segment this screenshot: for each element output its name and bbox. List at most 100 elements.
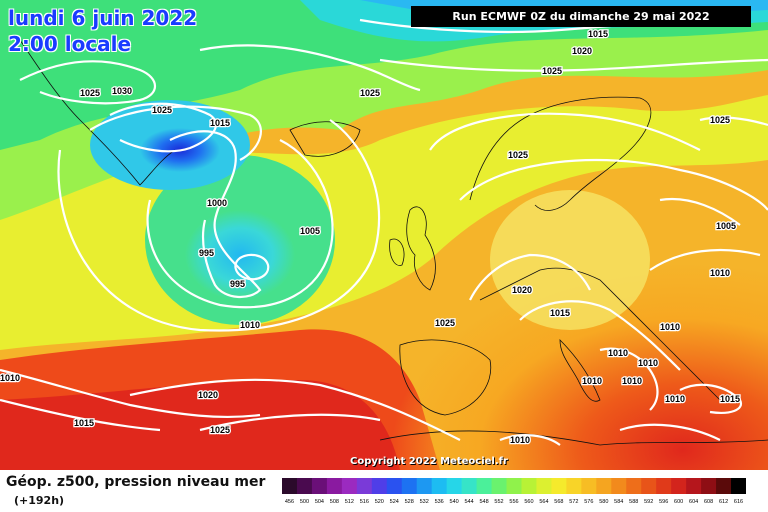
isobar bbox=[519, 300, 681, 371]
scale-swatch bbox=[536, 478, 552, 494]
legend-title: Géop. z500, pression niveau mer bbox=[6, 474, 266, 490]
scale-tick-label: 536 bbox=[435, 499, 444, 505]
isobar-label: 1010 bbox=[710, 268, 730, 278]
scale-tick-label: 564 bbox=[539, 499, 548, 505]
isobar bbox=[649, 248, 761, 271]
isobar bbox=[679, 383, 743, 414]
scale-tick-label: 524 bbox=[390, 499, 399, 505]
scale-tick-label: 588 bbox=[629, 499, 638, 505]
scale-tick-label: 552 bbox=[494, 499, 503, 505]
scale-swatch bbox=[401, 478, 418, 494]
scale-tick-label: 616 bbox=[734, 499, 743, 505]
scale-swatch bbox=[356, 478, 373, 494]
isobar bbox=[699, 116, 768, 127]
forecast-time: 2:00 locale bbox=[8, 32, 132, 56]
coast-ireland bbox=[389, 238, 405, 266]
isobar bbox=[199, 44, 421, 92]
scale-swatch bbox=[282, 478, 298, 494]
isobar-label: 1025 bbox=[210, 425, 230, 435]
copyright-notice: Copyright 2022 Meteociel.fr bbox=[350, 456, 508, 467]
coast-iberia bbox=[399, 339, 492, 416]
scale-swatch bbox=[386, 478, 403, 494]
scale-swatch bbox=[476, 478, 493, 494]
isobar-label: 995 bbox=[230, 279, 245, 289]
scale-swatch bbox=[521, 478, 537, 494]
isobar-label: 1010 bbox=[665, 394, 685, 404]
scale-swatch bbox=[371, 478, 388, 494]
isobar-label: 1020 bbox=[512, 285, 532, 295]
isobar-label: 1000 bbox=[207, 198, 227, 208]
isobar-label: 1020 bbox=[198, 390, 218, 400]
isobar bbox=[146, 139, 334, 309]
scale-swatch bbox=[611, 478, 627, 494]
isobar-label: 1010 bbox=[240, 320, 260, 330]
scale-swatch bbox=[641, 478, 657, 494]
isobar bbox=[234, 253, 270, 281]
coast-italy bbox=[559, 339, 601, 402]
isobar bbox=[19, 60, 157, 105]
isobar-label: 1015 bbox=[588, 29, 608, 39]
isobar-label: 1010 bbox=[660, 322, 680, 332]
scale-tick-label: 520 bbox=[375, 499, 384, 505]
isobar-label: 1005 bbox=[300, 226, 320, 236]
scale-swatch bbox=[296, 478, 313, 494]
coast-greenland bbox=[19, 39, 176, 186]
field-europe-high bbox=[490, 190, 650, 330]
isobar bbox=[429, 112, 701, 151]
scale-swatch bbox=[311, 478, 328, 494]
isobar bbox=[129, 378, 461, 441]
scale-swatch bbox=[701, 478, 717, 494]
isobar bbox=[459, 158, 768, 211]
scale-tick-label: 544 bbox=[465, 499, 474, 505]
isobars bbox=[0, 18, 768, 446]
isobar bbox=[199, 413, 381, 432]
coast-north-africa bbox=[379, 430, 768, 446]
scale-swatch bbox=[506, 478, 522, 494]
coastlines bbox=[19, 39, 768, 446]
isobar-label: 1025 bbox=[360, 88, 380, 98]
scale-tick-label: 568 bbox=[554, 499, 563, 505]
isobar-label: 1015 bbox=[74, 418, 94, 428]
scale-swatch bbox=[416, 478, 433, 494]
isobar-label: 1015 bbox=[720, 394, 740, 404]
scale-tick-label: 548 bbox=[479, 499, 488, 505]
isobar bbox=[499, 434, 561, 446]
color-scale: 456 500 504 508 512 516 520 524 528 532 536 540 544 5… bbox=[282, 478, 746, 505]
scale-tick-label: 608 bbox=[704, 499, 713, 505]
scale-tick-label: 556 bbox=[509, 499, 518, 505]
scale-tick-label: 596 bbox=[659, 499, 668, 505]
isobar bbox=[379, 58, 768, 72]
isobar-label: 1020 bbox=[572, 46, 592, 56]
isobar-labels: 1010 1020 1025 1025 1030 1025 1015 1025 … bbox=[0, 28, 741, 447]
scale-tick-label: 532 bbox=[420, 499, 429, 505]
scale-tick-label: 584 bbox=[614, 499, 623, 505]
legend-footer: Géop. z500, pression niveau mer (+192h) … bbox=[0, 470, 768, 512]
isobar-label: 995 bbox=[199, 248, 214, 258]
isobar-label: 1015 bbox=[210, 118, 230, 128]
isobar-label: 1010 bbox=[0, 373, 20, 383]
scale-swatch bbox=[671, 478, 687, 494]
scale-swatch bbox=[626, 478, 642, 494]
isobar bbox=[619, 423, 721, 441]
scale-tick-label: 580 bbox=[599, 499, 608, 505]
scale-tick-label: 604 bbox=[689, 499, 698, 505]
isobar-label: 1005 bbox=[716, 221, 736, 231]
scale-swatch bbox=[341, 478, 358, 494]
scale-swatch bbox=[596, 478, 612, 494]
scale-tick-label: 576 bbox=[584, 499, 593, 505]
isobar-label: 1025 bbox=[80, 88, 100, 98]
scale-swatch bbox=[326, 478, 343, 494]
model-run-info: Run ECMWF 0Z du dimanche 29 mai 2022 bbox=[411, 6, 751, 27]
field-red-deep bbox=[0, 380, 400, 470]
isobar bbox=[469, 253, 591, 301]
isobar-label: 1015 bbox=[550, 308, 570, 318]
scale-tick-label: 528 bbox=[405, 499, 414, 505]
forecast-date: lundi 6 juin 2022 bbox=[8, 6, 198, 30]
isobar bbox=[57, 119, 380, 332]
scale-tick-label: 508 bbox=[330, 499, 339, 505]
scale-swatch bbox=[446, 478, 463, 494]
scale-tick-label: 560 bbox=[524, 499, 533, 505]
map-canvas: 1010 1020 1025 1025 1030 1025 1015 1025 … bbox=[0, 0, 768, 470]
isobar bbox=[0, 398, 161, 432]
isobar-label: 1025 bbox=[542, 66, 562, 76]
